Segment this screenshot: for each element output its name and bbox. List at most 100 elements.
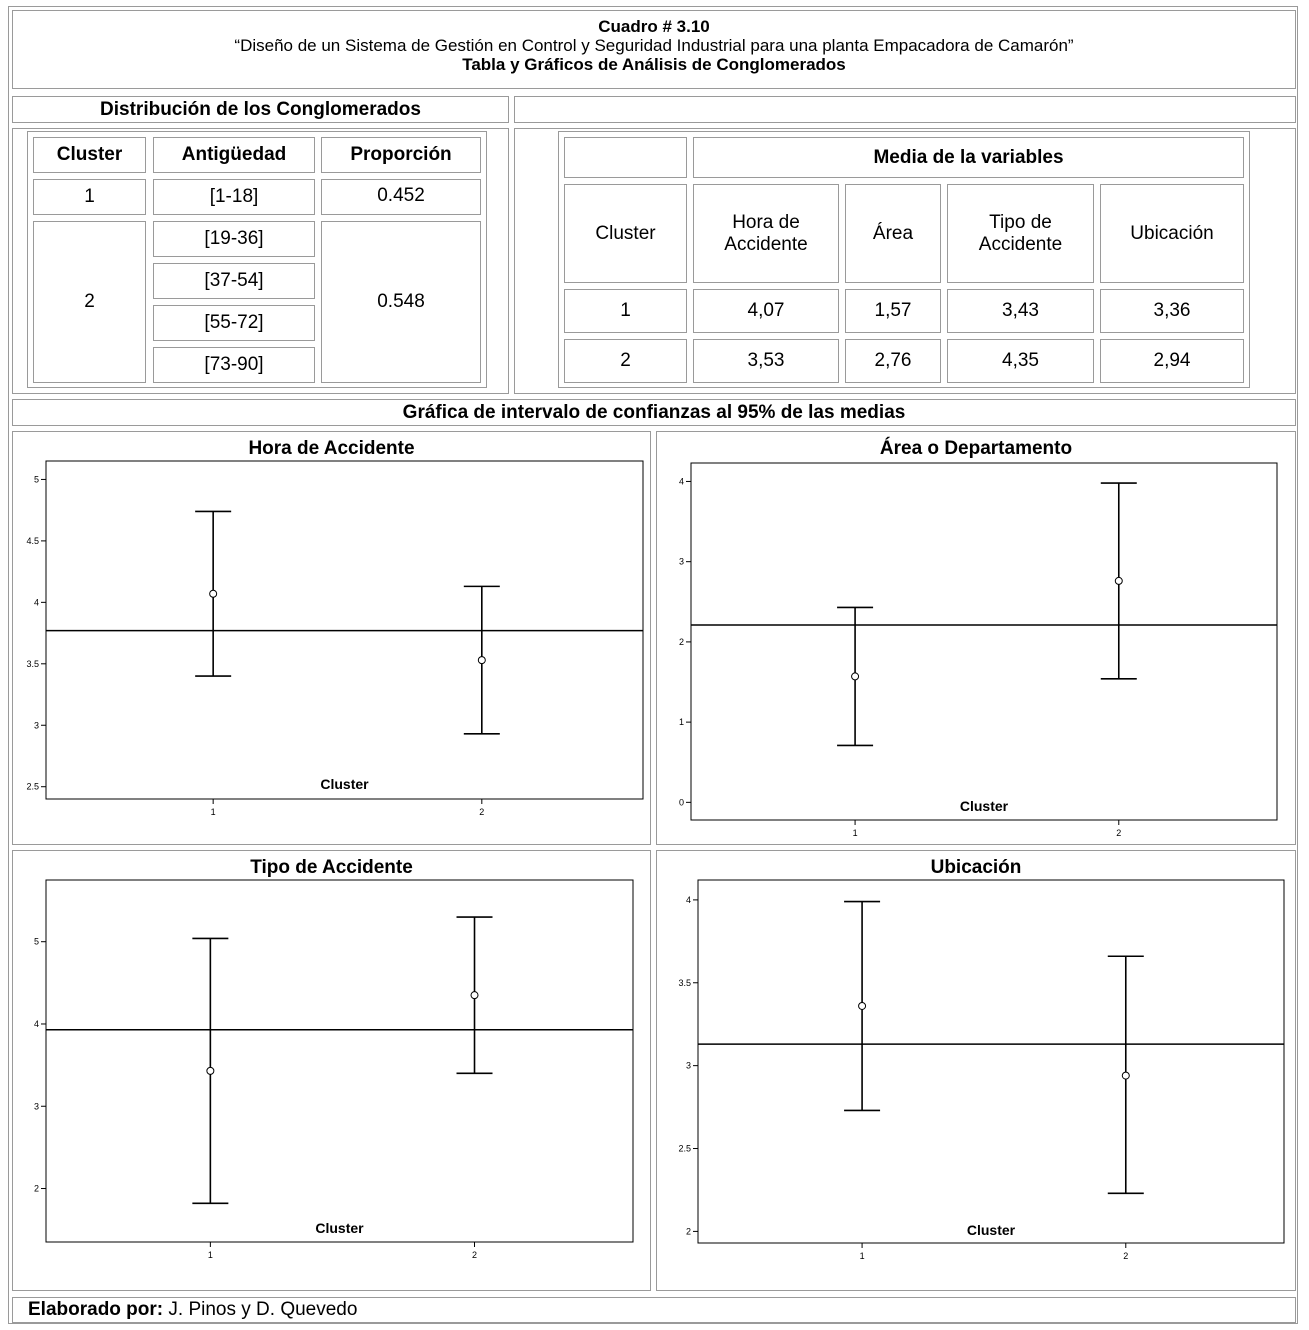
chart-title-ubicacion: Ubicación bbox=[930, 857, 1022, 878]
footer-authors: J. Pinos y D. Quevedo bbox=[163, 1299, 358, 1320]
means-row-1-ubicacion: 3,36 bbox=[1100, 289, 1244, 333]
y-tick-label: 4 bbox=[679, 476, 684, 486]
document-subtitle: “Diseño de un Sistema de Gestión en Cont… bbox=[234, 36, 1074, 55]
y-tick-label: 3 bbox=[34, 720, 39, 730]
table-caption: Tabla y Gráficos de Análisis de Conglome… bbox=[462, 55, 846, 74]
chart-tipo-de-accidente: 2 3 4 5 1 2 Cluster bbox=[34, 879, 634, 1260]
distribution-table-cell bbox=[12, 128, 509, 394]
distribution-table bbox=[27, 131, 487, 388]
table-number: Cuadro # 3.10 bbox=[598, 17, 710, 36]
means-col-hora: Hora de Accidente bbox=[693, 184, 839, 283]
means-cluster-header: Cluster bbox=[564, 184, 687, 283]
col-header-proporcion: Proporción bbox=[321, 137, 481, 173]
cluster-1-range: [1-18] bbox=[153, 179, 315, 215]
y-tick-label: 2 bbox=[686, 1226, 691, 1236]
y-tick-label: 5 bbox=[34, 937, 39, 947]
means-group-header: Media de la variables bbox=[693, 137, 1244, 178]
chart-ubicacion: 2 2.5 3 3.5 4 1 2 Cluster bbox=[678, 879, 1285, 1261]
document-frame bbox=[8, 6, 1298, 1324]
plot-frame bbox=[45, 879, 634, 1243]
y-tick-label: 3.5 bbox=[26, 659, 39, 669]
chart-title-area: Área o Departamento bbox=[879, 438, 1073, 459]
charts-section-title-cell: Gráfica de intervalo de confianzas al 95… bbox=[12, 399, 1296, 426]
means-row-1-cluster: 1 bbox=[564, 289, 687, 333]
y-tick-label: 3 bbox=[679, 557, 684, 567]
y-tick-label: 5 bbox=[34, 474, 39, 484]
x-axis-label: Cluster bbox=[960, 798, 1009, 814]
x-tick-label: 1 bbox=[211, 807, 216, 817]
means-col-ubicacion: Ubicación bbox=[1100, 184, 1244, 283]
footer-label: Elaborado por: bbox=[28, 1299, 164, 1320]
mean-point bbox=[851, 672, 860, 681]
y-tick-label: 2.5 bbox=[26, 782, 39, 792]
chart-hora-de-accidente: 2.5 3 3.5 4 4.5 5 1 2 Cluster bbox=[26, 460, 644, 817]
means-row-1-area: 1,57 bbox=[845, 289, 941, 333]
means-row-1-tipo: 3,43 bbox=[947, 289, 1094, 333]
col-header-cluster: Cluster bbox=[33, 137, 146, 173]
cluster-1-proportion: 0.452 bbox=[321, 179, 481, 215]
means-col-tipo: Tipo de Accidente bbox=[947, 184, 1094, 283]
cluster-2-range-3: [55-72] bbox=[153, 305, 315, 341]
mean-point bbox=[858, 1001, 867, 1010]
means-col-area: Área bbox=[845, 184, 941, 283]
mean-point bbox=[470, 991, 479, 1000]
cluster-1-id: 1 bbox=[33, 179, 146, 215]
y-tick-label: 2 bbox=[34, 1184, 39, 1194]
means-row-2-cluster: 2 bbox=[564, 339, 687, 383]
x-tick-label: 2 bbox=[479, 807, 484, 817]
y-tick-label: 4.5 bbox=[26, 536, 39, 546]
chart-title-tipo: Tipo de Accidente bbox=[250, 857, 413, 878]
y-tick-label: 3.5 bbox=[678, 978, 691, 988]
chart-title-hora: Hora de Accidente bbox=[248, 438, 415, 459]
means-row-1-hora: 4,07 bbox=[693, 289, 839, 333]
y-tick-label: 4 bbox=[34, 597, 39, 607]
means-row-2-tipo: 4,35 bbox=[947, 339, 1094, 383]
y-tick-label: 0 bbox=[679, 797, 684, 807]
document-header: Cuadro # 3.10 “Diseño de un Sistema de G… bbox=[12, 10, 1296, 89]
cluster-2-range-4: [73-90] bbox=[153, 347, 315, 383]
distribution-title-cell: Distribución de los Conglomerados bbox=[12, 96, 509, 123]
mean-point bbox=[1114, 576, 1123, 585]
y-tick-label: 1 bbox=[679, 717, 684, 727]
x-tick-label: 1 bbox=[860, 1251, 865, 1261]
chart-cell-hora: Hora de Accidente 2.5 3 3.5 4 4.5 5 1 2 Cluster bbox=[12, 431, 651, 845]
x-tick-label: 1 bbox=[853, 828, 858, 838]
y-tick-label: 3 bbox=[686, 1061, 691, 1071]
y-tick-label: 2 bbox=[679, 637, 684, 647]
chart-cell-tipo: Tipo de Accidente 2 3 4 5 1 2 Cluster bbox=[12, 850, 651, 1291]
means-table-cell bbox=[514, 128, 1296, 394]
y-tick-label: 2.5 bbox=[678, 1144, 691, 1154]
footer-cell: Elaborado por: J. Pinos y D. Quevedo bbox=[12, 1297, 1296, 1323]
means-row-2-ubicacion: 2,94 bbox=[1100, 339, 1244, 383]
mean-point bbox=[1121, 1071, 1130, 1080]
col-header-antiguedad: Antigüedad bbox=[153, 137, 315, 173]
chart-area-o-departamento: 0 1 2 3 4 1 2 Cluster bbox=[679, 462, 1278, 838]
mean-point bbox=[477, 656, 486, 665]
x-tick-label: 1 bbox=[208, 1250, 213, 1260]
x-axis-label: Cluster bbox=[320, 776, 369, 792]
mean-point bbox=[209, 589, 218, 598]
means-corner-cell bbox=[564, 137, 687, 178]
chart-cell-ubicacion: Ubicación 2 2.5 3 3.5 4 1 2 Cluster bbox=[656, 850, 1296, 1291]
cluster-2-proportion: 0.548 bbox=[321, 221, 481, 383]
plot-frame bbox=[697, 879, 1285, 1244]
plot-frame bbox=[690, 462, 1278, 821]
chart-cell-area: Área o Departamento 0 1 2 3 4 1 2 Cluster bbox=[656, 431, 1296, 845]
y-tick-label: 4 bbox=[686, 895, 691, 905]
empty-header-cell bbox=[514, 96, 1296, 123]
x-axis-label: Cluster bbox=[967, 1222, 1016, 1238]
means-row-2-area: 2,76 bbox=[845, 339, 941, 383]
cluster-2-id: 2 bbox=[33, 221, 146, 383]
y-tick-label: 4 bbox=[34, 1019, 39, 1029]
means-row-2-hora: 3,53 bbox=[693, 339, 839, 383]
x-tick-label: 2 bbox=[1123, 1251, 1128, 1261]
charts-section-title: Gráfica de intervalo de confianzas al 95… bbox=[402, 402, 906, 423]
y-tick-label: 3 bbox=[34, 1101, 39, 1111]
cluster-2-range-1: [19-36] bbox=[153, 221, 315, 257]
x-tick-label: 2 bbox=[472, 1250, 477, 1260]
distribution-title: Distribución de los Conglomerados bbox=[100, 99, 421, 120]
mean-point bbox=[206, 1066, 215, 1075]
x-axis-label: Cluster bbox=[315, 1220, 364, 1236]
x-tick-label: 2 bbox=[1116, 828, 1121, 838]
cluster-2-range-2: [37-54] bbox=[153, 263, 315, 299]
